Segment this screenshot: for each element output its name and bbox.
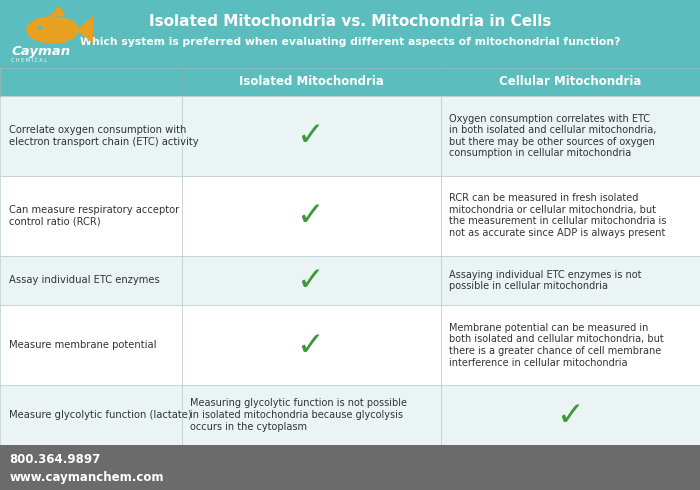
Bar: [0, 0, 700, 68]
Bar: [0, 68, 182, 96]
Text: Isolated Mitochondria vs. Mitochondria in Cells: Isolated Mitochondria vs. Mitochondria i…: [149, 14, 551, 29]
Bar: [182, 305, 441, 385]
Bar: [0, 96, 182, 176]
Text: Measure membrane potential: Measure membrane potential: [9, 340, 157, 350]
Text: Isolated Mitochondria: Isolated Mitochondria: [239, 75, 384, 88]
Ellipse shape: [27, 16, 78, 44]
Text: www.caymanchem.com: www.caymanchem.com: [9, 471, 164, 484]
Bar: [441, 176, 700, 255]
Bar: [182, 96, 441, 176]
Text: Correlate oxygen consumption with
electron transport chain (ETC) activity: Correlate oxygen consumption with electr…: [9, 125, 199, 147]
Bar: [182, 68, 441, 96]
Bar: [0, 305, 182, 385]
Text: 800.364.9897: 800.364.9897: [9, 453, 100, 466]
Ellipse shape: [37, 25, 43, 29]
Text: Oxygen consumption correlates with ETC
in both isolated and cellular mitochondri: Oxygen consumption correlates with ETC i…: [449, 114, 657, 158]
Polygon shape: [76, 16, 93, 44]
Text: Assay individual ETC enzymes: Assay individual ETC enzymes: [9, 275, 160, 286]
Polygon shape: [49, 5, 65, 16]
Bar: [182, 385, 441, 445]
Bar: [182, 176, 441, 255]
Bar: [441, 385, 700, 445]
Bar: [0, 445, 700, 490]
Bar: [441, 255, 700, 305]
Bar: [0, 385, 182, 445]
Text: Which system is preferred when evaluating different aspects of mitochondrial fun: Which system is preferred when evaluatin…: [80, 37, 620, 47]
Text: ✓: ✓: [298, 120, 326, 152]
Bar: [441, 68, 700, 96]
Text: C H E M I C A L: C H E M I C A L: [11, 58, 47, 63]
Text: Cayman: Cayman: [11, 45, 70, 58]
Bar: [182, 255, 441, 305]
Text: ✓: ✓: [298, 264, 326, 297]
Text: Cellular Mitochondria: Cellular Mitochondria: [499, 75, 642, 88]
Text: Measure glycolytic function (lactate): Measure glycolytic function (lactate): [9, 410, 192, 420]
Bar: [441, 96, 700, 176]
Text: RCR can be measured in fresh isolated
mitochondria or cellular mitochondria, but: RCR can be measured in fresh isolated mi…: [449, 193, 667, 238]
Bar: [0, 255, 182, 305]
Bar: [0, 176, 182, 255]
Text: Can measure respiratory acceptor
control ratio (RCR): Can measure respiratory acceptor control…: [9, 205, 179, 226]
Text: ✓: ✓: [556, 398, 584, 432]
Bar: [441, 305, 700, 385]
Text: Assaying individual ETC enzymes is not
possible in cellular mitochondria: Assaying individual ETC enzymes is not p…: [449, 270, 642, 291]
Text: Measuring glycolytic function is not possible
in isolated mitochondria because g: Measuring glycolytic function is not pos…: [190, 398, 407, 432]
Text: ✓: ✓: [298, 329, 326, 362]
Text: ✓: ✓: [298, 199, 326, 232]
Text: Membrane potential can be measured in
both isolated and cellular mitochondria, b: Membrane potential can be measured in bo…: [449, 323, 664, 368]
